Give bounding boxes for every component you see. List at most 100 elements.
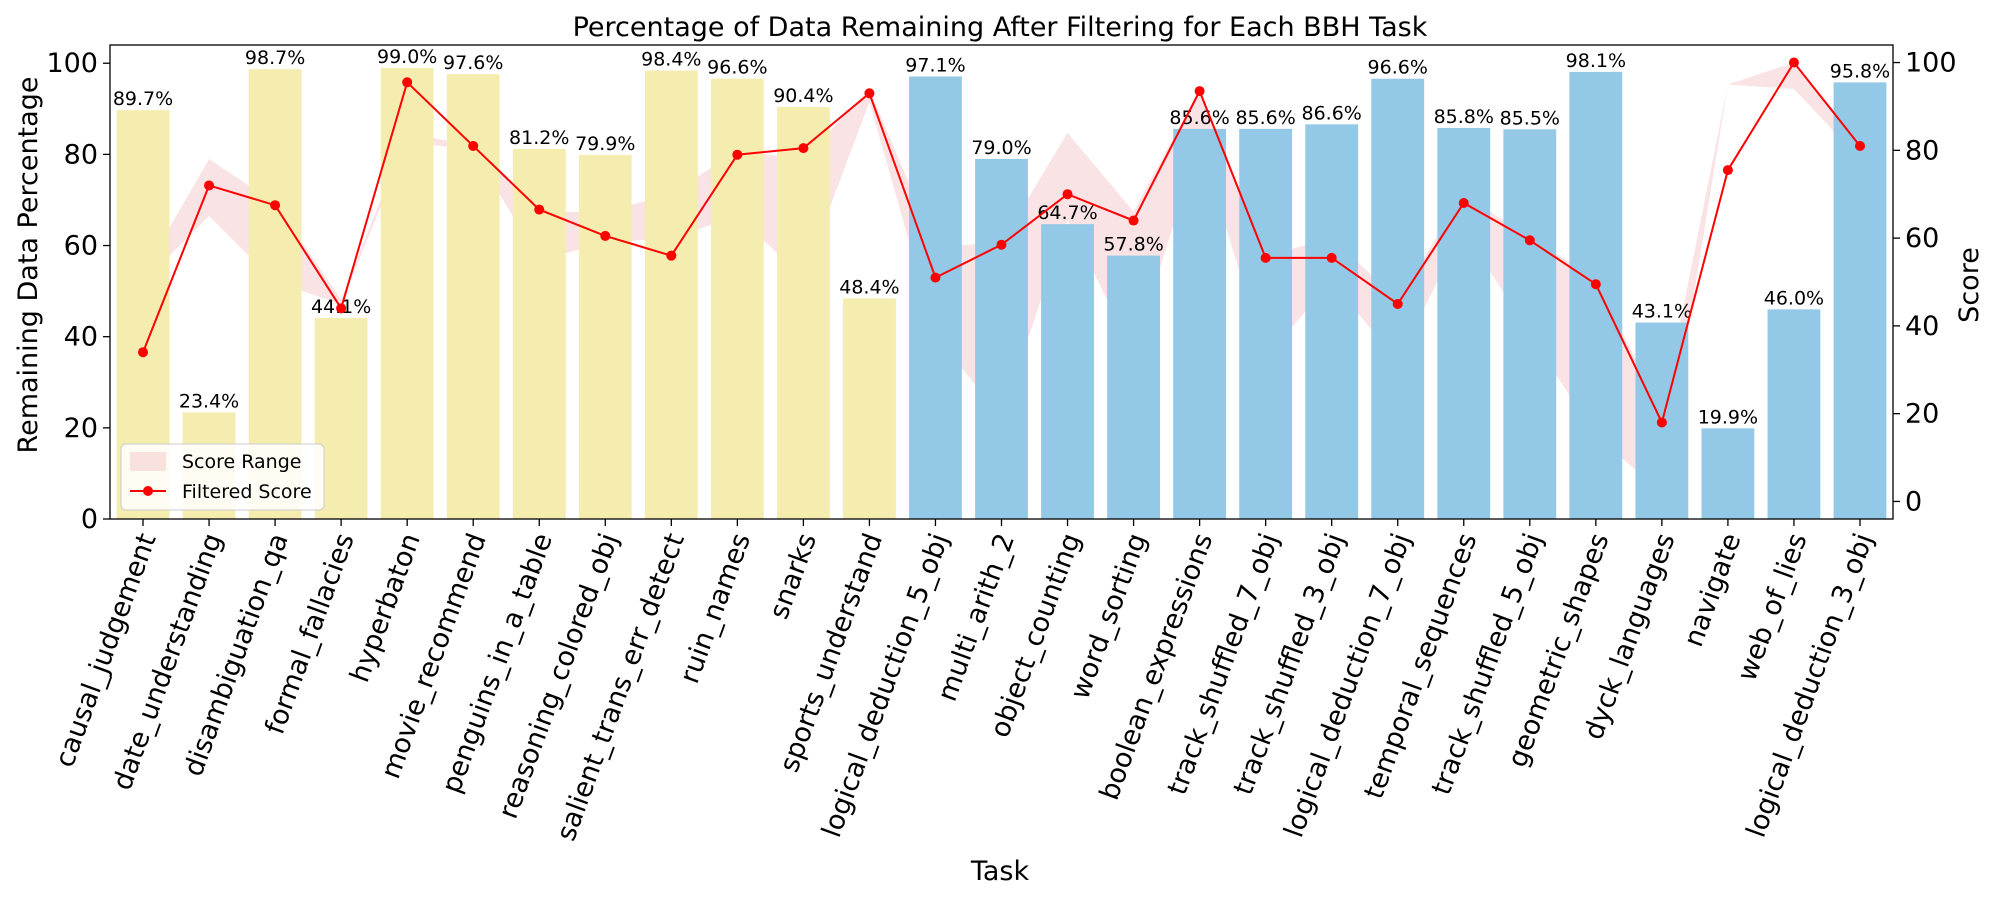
legend-filtered-score-label: Filtered Score bbox=[182, 481, 312, 503]
score-point-salient_trans_err_detect bbox=[666, 250, 677, 261]
score-point-logical_deduction_3_obj bbox=[1854, 140, 1865, 151]
score-point-penguins_in_a_table bbox=[534, 204, 545, 215]
bar-label-word_sorting: 57.8% bbox=[1103, 234, 1163, 256]
bar-hyperbaton bbox=[380, 67, 434, 520]
bar-label-sports_understand: 48.4% bbox=[839, 276, 899, 298]
legend-score-range-label: Score Range bbox=[182, 451, 301, 473]
right-y-axis: 0 20 40 60 80 100 bbox=[1893, 48, 1957, 517]
bar-label-date_understanding: 23.4% bbox=[179, 390, 239, 412]
bar-web_of_lies bbox=[1767, 309, 1821, 519]
xtick-label-navigate: navigate bbox=[1678, 529, 1747, 651]
score-point-disambiguation_qa bbox=[270, 200, 281, 211]
score-points-group bbox=[138, 57, 1865, 428]
score-point-ruin_names bbox=[732, 149, 743, 160]
bars-group bbox=[116, 67, 1887, 520]
y-axis-label: Remaining Data Percentage bbox=[13, 77, 44, 454]
bar-track_shuffled_7_obj bbox=[1239, 128, 1293, 519]
score-point-track_shuffled_5_obj bbox=[1524, 235, 1535, 246]
bar-penguins_in_a_table bbox=[512, 148, 566, 519]
bar-label-logical_deduction_7_obj: 96.6% bbox=[1368, 57, 1428, 79]
left-ytick-label: 40 bbox=[64, 322, 98, 353]
bar-movie_recommend bbox=[446, 74, 500, 520]
bar-object_counting bbox=[1041, 224, 1094, 519]
bar-label-temporal_sequences: 85.8% bbox=[1434, 106, 1494, 128]
bar-label-web_of_lies: 46.0% bbox=[1764, 287, 1824, 309]
bar-label-object_counting: 64.7% bbox=[1037, 202, 1097, 224]
score-point-movie_recommend bbox=[468, 140, 479, 151]
bar-labels-group: 89.7%23.4%98.7%44.1%99.0%97.6%81.2%79.9%… bbox=[113, 46, 1890, 429]
right-ytick-label: 0 bbox=[1905, 486, 1922, 517]
bar-sports_understand bbox=[843, 298, 896, 519]
right-ytick-label: 100 bbox=[1905, 48, 1957, 79]
bar-logical_deduction_5_obj bbox=[909, 76, 962, 520]
legend-filtered-score-marker bbox=[143, 486, 153, 496]
score-point-word_sorting bbox=[1128, 215, 1139, 226]
legend-score-range-swatch bbox=[130, 452, 166, 471]
score-point-boolean_expressions bbox=[1194, 86, 1205, 97]
xtick-label-logical_deduction_3_obj: logical_deduction_3_obj bbox=[1741, 529, 1880, 841]
bar-track_shuffled_5_obj bbox=[1503, 129, 1557, 519]
right-ytick-label: 20 bbox=[1905, 399, 1939, 430]
xtick-label-snarks: snarks bbox=[764, 529, 823, 623]
xtick-label-ruin_names: ruin_names bbox=[674, 529, 757, 687]
score-point-logical_deduction_7_obj bbox=[1392, 298, 1403, 309]
bar-label-track_shuffled_5_obj: 85.5% bbox=[1500, 107, 1560, 129]
bar-reasoning_colored_obj bbox=[578, 154, 632, 519]
bar-boolean_expressions bbox=[1173, 128, 1227, 519]
score-point-reasoning_colored_obj bbox=[600, 230, 611, 241]
score-point-sports_understand bbox=[864, 88, 875, 99]
bar-label-salient_trans_err_detect: 98.4% bbox=[641, 49, 701, 71]
score-point-dyck_languages bbox=[1656, 417, 1667, 428]
left-y-axis: 0 20 40 60 80 100 bbox=[46, 48, 110, 535]
bar-label-causal_judgement: 89.7% bbox=[113, 88, 173, 110]
score-point-causal_judgement bbox=[138, 347, 149, 358]
bar-label-track_shuffled_3_obj: 86.6% bbox=[1302, 102, 1362, 124]
bar-temporal_sequences bbox=[1437, 127, 1491, 519]
score-point-date_understanding bbox=[204, 180, 215, 191]
bar-navigate bbox=[1701, 428, 1755, 519]
chart-title: Percentage of Data Remaining After Filte… bbox=[573, 12, 1428, 43]
bar-label-disambiguation_qa: 98.7% bbox=[245, 47, 305, 69]
left-ytick-label: 60 bbox=[64, 231, 98, 262]
bar-multi_arith_2 bbox=[975, 158, 1028, 519]
bar-label-track_shuffled_7_obj: 85.6% bbox=[1235, 107, 1295, 129]
left-ytick-label: 20 bbox=[64, 413, 98, 444]
bar-label-logical_deduction_5_obj: 97.1% bbox=[905, 54, 965, 76]
score-point-navigate bbox=[1722, 165, 1733, 176]
bar-label-logical_deduction_3_obj: 95.8% bbox=[1830, 60, 1890, 82]
legend-box bbox=[120, 443, 325, 511]
bar-geometric_shapes bbox=[1569, 71, 1623, 519]
y2-axis-label: Score bbox=[1954, 247, 1985, 323]
xtick-label-reasoning_colored_obj: reasoning_colored_obj bbox=[493, 529, 625, 822]
right-ytick-label: 80 bbox=[1905, 135, 1939, 166]
bar-label-multi_arith_2: 79.0% bbox=[971, 137, 1031, 159]
score-point-object_counting bbox=[1062, 189, 1073, 200]
bar-label-snarks: 90.4% bbox=[773, 85, 833, 107]
x-axis: causal_judgementdate_understandingdisamb… bbox=[49, 519, 1880, 845]
legend: Score Range Filtered Score bbox=[120, 443, 325, 511]
x-axis-label: Task bbox=[970, 856, 1030, 887]
right-ytick-label: 60 bbox=[1905, 223, 1939, 254]
left-ytick-label: 80 bbox=[64, 139, 98, 170]
bar-snarks bbox=[776, 106, 830, 519]
bar-label-reasoning_colored_obj: 79.9% bbox=[575, 133, 635, 155]
bar-label-penguins_in_a_table: 81.2% bbox=[509, 127, 569, 149]
score-point-hyperbaton bbox=[402, 77, 413, 88]
bar-label-boolean_expressions: 85.6% bbox=[1169, 107, 1229, 129]
xtick-label-salient_trans_err_detect: salient_trans_err_detect bbox=[551, 529, 691, 845]
bar-logical_deduction_3_obj bbox=[1833, 82, 1887, 519]
score-point-track_shuffled_3_obj bbox=[1326, 252, 1337, 263]
left-ytick-label: 100 bbox=[46, 48, 98, 79]
left-ytick-label: 0 bbox=[81, 504, 98, 535]
right-ytick-label: 40 bbox=[1905, 311, 1939, 342]
bar-logical_deduction_7_obj bbox=[1371, 78, 1425, 519]
score-point-logical_deduction_5_obj bbox=[930, 272, 941, 283]
bar-label-geometric_shapes: 98.1% bbox=[1566, 50, 1626, 72]
score-point-snarks bbox=[798, 143, 809, 154]
score-point-temporal_sequences bbox=[1458, 198, 1469, 208]
score-point-formal_fallacies bbox=[336, 303, 347, 314]
score-point-web_of_lies bbox=[1788, 57, 1799, 68]
bar-label-dyck_languages: 43.1% bbox=[1632, 301, 1692, 323]
bar-ruin_names bbox=[710, 78, 764, 519]
